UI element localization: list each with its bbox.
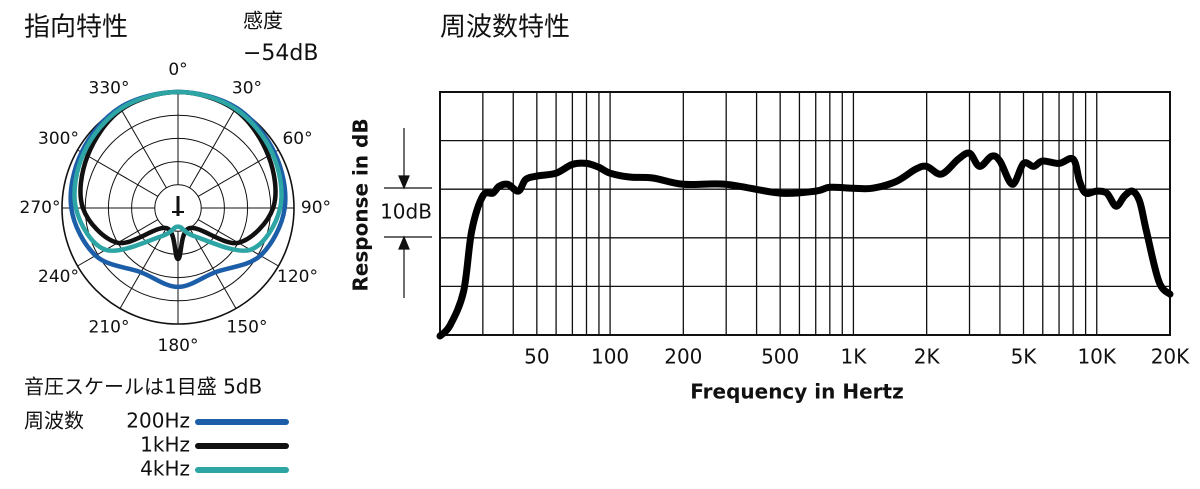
polar-curve: [68, 89, 288, 290]
spoke-grid: [197, 149, 279, 197]
sensitivity-label: 感度: [243, 9, 283, 33]
polar-curve: [72, 89, 284, 253]
x-tick-label: 100: [591, 345, 629, 369]
plot-frame: [439, 91, 1171, 336]
legend-label: 1kHz: [140, 433, 190, 457]
angle-label: 120°: [277, 267, 318, 287]
angle-label: 300°: [38, 129, 79, 149]
angle-label: 150°: [227, 318, 268, 338]
spoke-grid: [119, 227, 167, 309]
spoke-grid: [77, 149, 159, 197]
scale-note: 音圧スケールは1目盛 5dB: [24, 375, 262, 399]
x-axis-label: Frequency in Hertz: [690, 380, 903, 404]
angle-label: 180°: [158, 336, 199, 356]
response-curve: [436, 149, 1174, 340]
spoke-grid: [189, 107, 237, 189]
scale-annotation: 10dB: [380, 200, 432, 224]
y-axis-label: Response in dB: [349, 118, 373, 291]
angle-label: 0°: [168, 60, 187, 80]
legend-title: 周波数: [24, 409, 84, 433]
spoke-grid: [119, 107, 167, 189]
angle-label: 210°: [89, 318, 130, 338]
x-tick-label: 50: [524, 345, 549, 369]
x-tick-label: 10K: [1077, 345, 1116, 369]
angle-label: 30°: [232, 78, 262, 98]
x-tick-label: 20K: [1151, 345, 1190, 369]
legend-label: 200Hz: [126, 409, 190, 433]
response-chart: 50 100 200 500 1K 2K 5K 10K 20K: [436, 91, 1190, 369]
spoke-grid: [189, 227, 237, 309]
x-tick-label: 5K: [1011, 345, 1038, 369]
polar-curve: [78, 89, 278, 262]
x-tick-label: 200: [664, 345, 702, 369]
angle-label: 60°: [282, 129, 312, 149]
response-title: 周波数特性: [440, 13, 570, 43]
angle-label: 330°: [89, 78, 130, 98]
polar-title: 指向特性: [24, 13, 128, 43]
mic-symbol: [172, 196, 184, 216]
x-tick-label: 2K: [914, 345, 941, 369]
angle-label: 90°: [301, 198, 331, 218]
legend-label: 4kHz: [140, 457, 190, 481]
angle-label: 270°: [20, 198, 61, 218]
x-tick-label: 1K: [840, 345, 867, 369]
x-tick-label: 500: [761, 345, 799, 369]
angle-label: 240°: [38, 267, 79, 287]
sensitivity-value: −54dB: [243, 41, 319, 66]
scale-arrows: [384, 128, 432, 298]
polar-chart: 0° 30° 60° 90° 120° 150° 180° 210° 240° 270° 300° 3…: [20, 60, 332, 481]
